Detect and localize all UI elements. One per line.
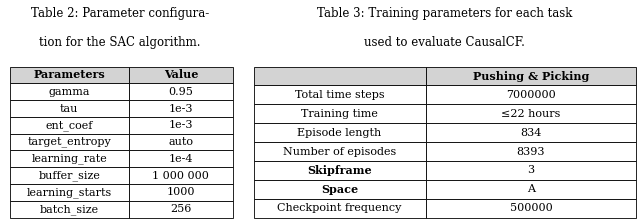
Text: 8393: 8393: [516, 147, 545, 157]
Bar: [129, 117, 233, 134]
Bar: [129, 83, 233, 100]
Bar: [253, 199, 426, 218]
Text: Table 3: Training parameters for each task: Table 3: Training parameters for each ta…: [317, 7, 573, 20]
Text: A: A: [527, 184, 535, 194]
Text: 1e-4: 1e-4: [169, 154, 193, 164]
Text: Parameters: Parameters: [33, 69, 105, 81]
Bar: [253, 142, 426, 161]
Bar: [129, 151, 233, 167]
Text: Space: Space: [321, 184, 358, 195]
Bar: [10, 117, 129, 134]
Bar: [426, 85, 636, 104]
Bar: [426, 142, 636, 161]
Bar: [426, 123, 636, 142]
Bar: [253, 180, 426, 199]
Text: 1000: 1000: [166, 187, 195, 197]
Text: Checkpoint frequency: Checkpoint frequency: [277, 203, 402, 213]
Text: 834: 834: [520, 128, 541, 138]
Bar: [129, 100, 233, 117]
Bar: [253, 67, 426, 85]
Text: Table 2: Parameter configura-: Table 2: Parameter configura-: [31, 7, 209, 20]
Text: learning_rate: learning_rate: [31, 153, 107, 164]
Bar: [426, 161, 636, 180]
Text: 1 000 000: 1 000 000: [152, 171, 209, 181]
Text: tau: tau: [60, 103, 79, 113]
Bar: [129, 134, 233, 151]
Text: Pushing & Picking: Pushing & Picking: [473, 71, 589, 81]
Bar: [10, 67, 129, 83]
Text: buffer_size: buffer_size: [38, 170, 100, 181]
Text: Value: Value: [164, 69, 198, 81]
Bar: [253, 161, 426, 180]
Text: 7000000: 7000000: [506, 90, 556, 100]
Bar: [253, 104, 426, 123]
Text: target_entropy: target_entropy: [28, 137, 111, 147]
Bar: [129, 67, 233, 83]
Text: 500000: 500000: [509, 203, 552, 213]
Bar: [253, 85, 426, 104]
Bar: [10, 184, 129, 201]
Text: Skipframe: Skipframe: [307, 165, 372, 176]
Bar: [426, 180, 636, 199]
Bar: [129, 184, 233, 201]
Bar: [426, 199, 636, 218]
Bar: [10, 134, 129, 151]
Text: 1e-3: 1e-3: [169, 120, 193, 130]
Text: ent_coef: ent_coef: [45, 120, 93, 131]
Bar: [129, 167, 233, 184]
Text: ≤22 hours: ≤22 hours: [501, 109, 561, 119]
Text: learning_starts: learning_starts: [27, 187, 112, 198]
Text: Episode length: Episode length: [298, 128, 381, 138]
Bar: [129, 201, 233, 218]
Bar: [10, 167, 129, 184]
Text: tion for the SAC algorithm.: tion for the SAC algorithm.: [39, 36, 201, 49]
Text: auto: auto: [168, 137, 193, 147]
Bar: [10, 100, 129, 117]
Bar: [426, 67, 636, 85]
Text: gamma: gamma: [49, 87, 90, 97]
Bar: [253, 123, 426, 142]
Bar: [426, 104, 636, 123]
Text: 3: 3: [527, 165, 534, 175]
Text: used to evaluate CausalCF.: used to evaluate CausalCF.: [364, 36, 525, 49]
Text: 1e-3: 1e-3: [169, 103, 193, 113]
Text: 0.95: 0.95: [168, 87, 193, 97]
Text: 256: 256: [170, 204, 191, 214]
Bar: [10, 151, 129, 167]
Text: Training time: Training time: [301, 109, 378, 119]
Text: Number of episodes: Number of episodes: [283, 147, 396, 157]
Bar: [10, 83, 129, 100]
Text: Total time steps: Total time steps: [295, 90, 385, 100]
Bar: [10, 201, 129, 218]
Text: batch_size: batch_size: [40, 204, 99, 214]
